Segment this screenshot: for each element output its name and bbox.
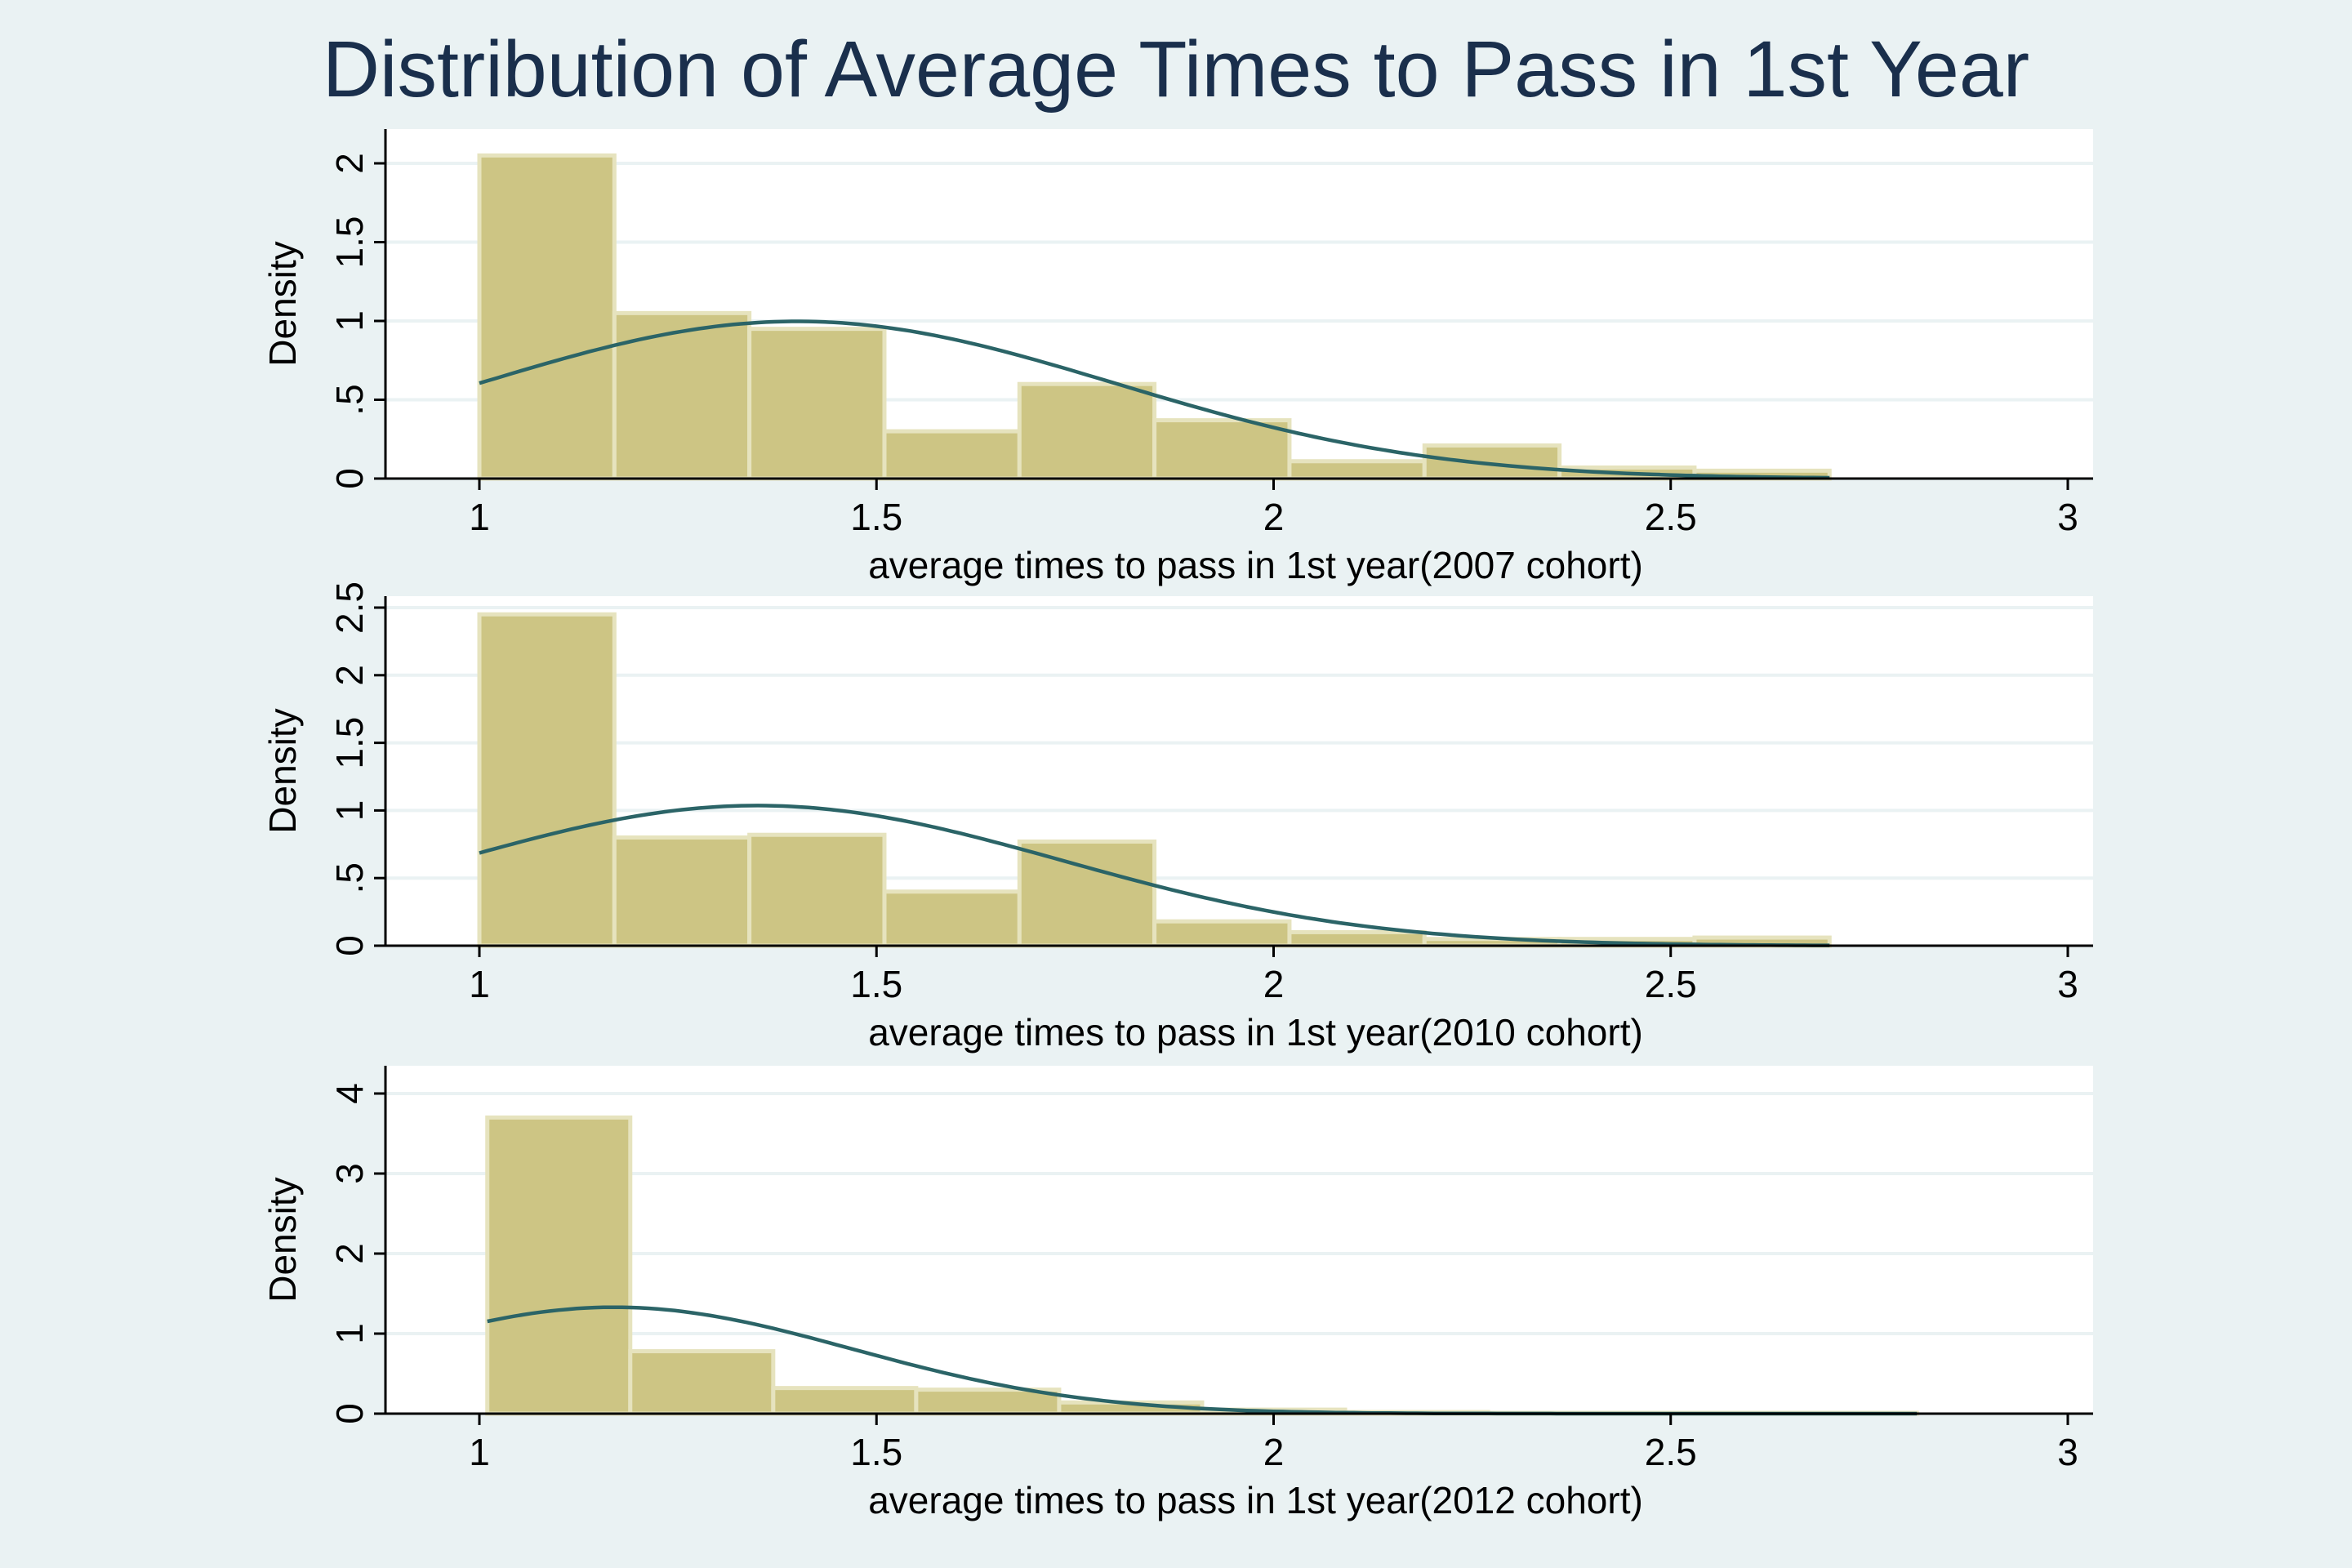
density-curve [479, 804, 1830, 947]
figure-title: Distribution of Average Times to Pass in… [323, 24, 2029, 114]
x-tick-label: 2 [1263, 496, 1285, 538]
y-tick-label: 2 [328, 665, 371, 686]
y-tick-label: .5 [328, 384, 371, 415]
x-tick-label: 3 [2057, 1431, 2078, 1473]
x-axis-label: average times to pass in 1st year(2012 c… [868, 1479, 1643, 1521]
y-tick-label: 2.5 [328, 581, 371, 634]
y-axis-label: Density [261, 1177, 304, 1302]
histogram-bar [1287, 929, 1427, 948]
x-tick-label: 1.5 [850, 1431, 902, 1473]
x-tick-label: 1 [469, 963, 490, 1005]
histogram-bar [882, 429, 1022, 481]
y-tick-label: 0 [328, 935, 371, 956]
histogram-bar [1017, 381, 1157, 481]
histogram-bar [1152, 919, 1292, 948]
histogram-bar [612, 835, 752, 948]
histogram-bar [747, 327, 887, 481]
histogram-bar [628, 1349, 776, 1416]
histogram-bar [771, 1386, 919, 1416]
x-tick-label: 3 [2057, 496, 2078, 538]
chart-panel-2: 0 .5 1 1.5 2 2.5 1 1.5 2 2.5 3 average times to pas… [261, 581, 2093, 1054]
y-tick-label: 3 [328, 1163, 371, 1184]
x-tick-label: 2 [1263, 1431, 1285, 1473]
histogram-bar [477, 153, 617, 481]
density-curve [479, 319, 1830, 480]
x-tick-label: 1.5 [850, 496, 902, 538]
x-axis-label: average times to pass in 1st year(2010 c… [868, 1011, 1643, 1054]
x-tick-label: 2 [1263, 963, 1285, 1005]
y-tick-label: 1 [328, 1323, 371, 1344]
y-axis-label: Density [261, 241, 304, 366]
y-axis-label: Density [261, 708, 304, 833]
histogram-bar [914, 1388, 1062, 1416]
histogram-bar [477, 612, 617, 948]
histogram-bar [1287, 459, 1427, 481]
y-tick-label: 2 [328, 153, 371, 174]
y-tick-label: 0 [328, 468, 371, 489]
x-tick-label: 2.5 [1645, 963, 1697, 1005]
y-tick-label: 1 [328, 310, 371, 332]
x-axis-label: average times to pass in 1st year(2007 c… [868, 544, 1643, 586]
y-tick-label: 4 [328, 1083, 371, 1104]
chart-panel-1: 0 .5 1 1.5 2 1 1.5 2 2.5 3 average times to pass i… [261, 129, 2093, 586]
y-tick-label: .5 [328, 862, 371, 893]
x-tick-label: 2.5 [1645, 1431, 1697, 1473]
x-tick-label: 2.5 [1645, 496, 1697, 538]
histogram-bar [1017, 839, 1157, 948]
histogram-bar [612, 310, 752, 481]
histogram-bar [1152, 418, 1292, 481]
y-tick-label: 1 [328, 800, 371, 822]
histogram-bar [747, 832, 887, 948]
chart-panel-3: 0 1 2 3 4 1 1.5 2 2.5 3 average times to pass in 1… [261, 1066, 2093, 1521]
x-tick-label: 1.5 [850, 963, 902, 1005]
x-tick-label: 3 [2057, 963, 2078, 1005]
histogram-bar [882, 889, 1022, 948]
y-tick-label: 0 [328, 1403, 371, 1424]
histogram-bar [485, 1115, 633, 1416]
y-tick-label: 1.5 [328, 216, 371, 269]
histogram-bar [1422, 443, 1562, 481]
x-tick-label: 1 [469, 496, 490, 538]
x-tick-label: 1 [469, 1431, 490, 1473]
y-tick-label: 1.5 [328, 717, 371, 769]
y-tick-label: 2 [328, 1243, 371, 1264]
